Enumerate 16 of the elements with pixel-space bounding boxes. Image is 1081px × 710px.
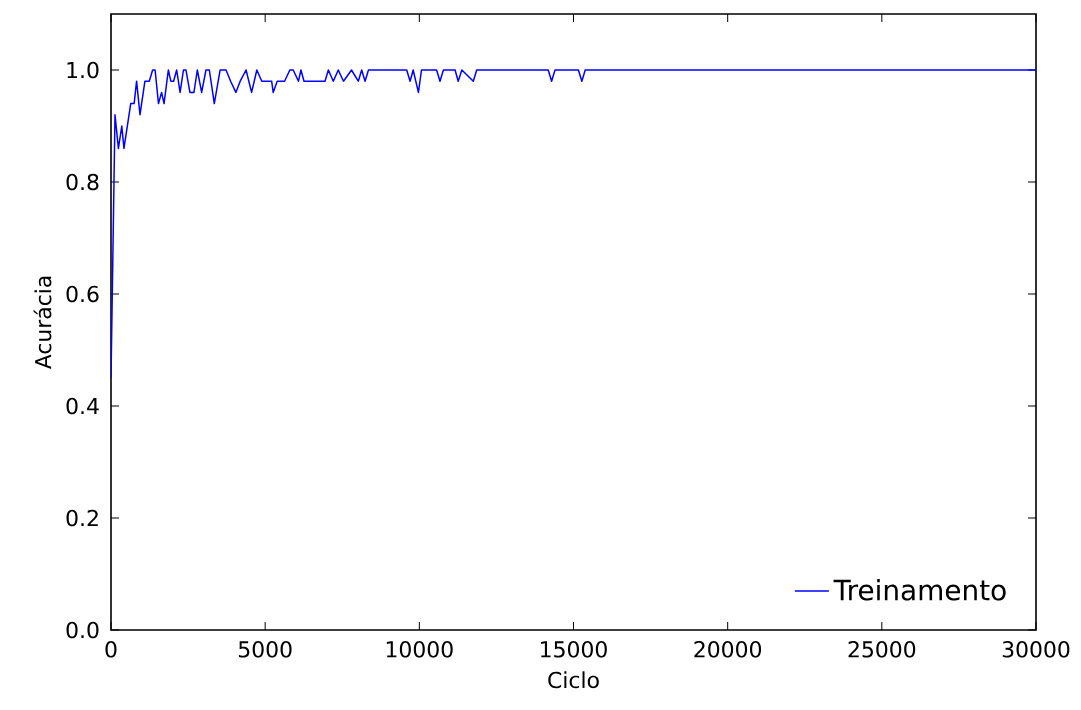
x-tick-label: 15000: [541, 641, 607, 658]
x-tick-label: 5000: [238, 641, 292, 658]
x-tick-label: 20000: [694, 641, 762, 658]
y-tick-label: 0.8: [66, 173, 99, 191]
legend-label: Treinamento: [833, 578, 1006, 601]
y-tick-label: 0.2: [66, 509, 98, 527]
x-tick-label: 25000: [848, 641, 916, 658]
x-tick-label: 0: [105, 641, 117, 658]
y-axis-title: Acurácia: [33, 276, 52, 370]
x-tick-label: 10000: [386, 641, 453, 658]
x-axis-title: Ciclo: [548, 671, 599, 689]
y-tick-label: 0.0: [66, 621, 99, 639]
y-tick-label: 1.0: [67, 61, 99, 79]
y-tick-label: 0.6: [66, 285, 99, 303]
x-tick-label: 30000: [1002, 641, 1070, 658]
y-tick-label: 0.4: [66, 397, 99, 415]
